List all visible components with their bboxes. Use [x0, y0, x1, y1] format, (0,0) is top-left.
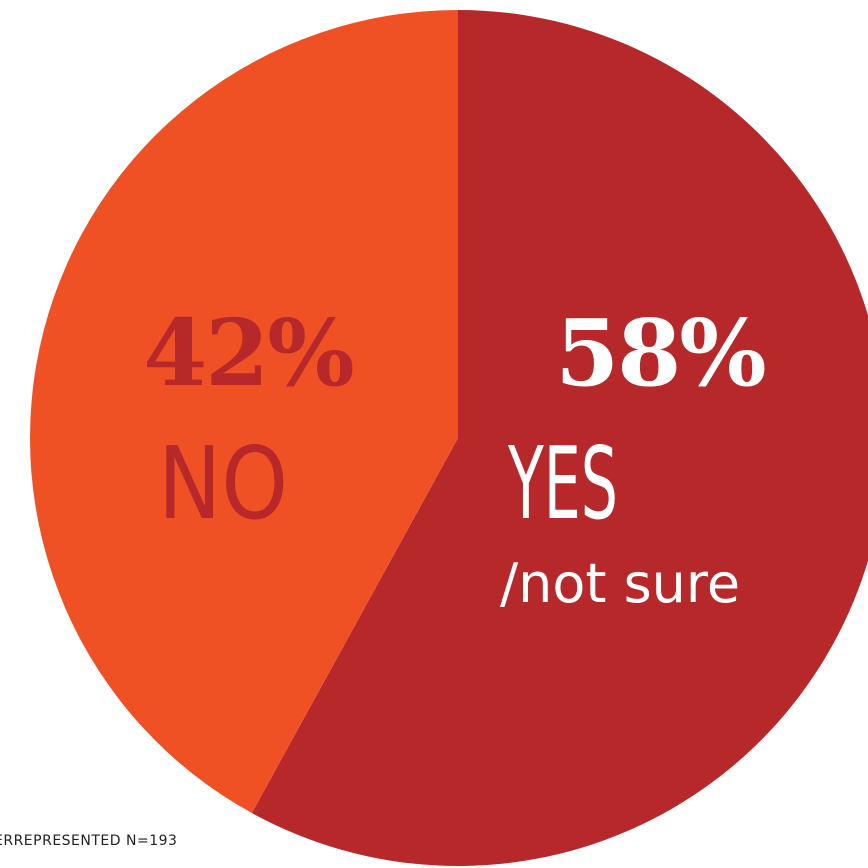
slice-yes-sublabel: /not sure [500, 552, 740, 615]
slice-yes-label: YES [507, 425, 618, 542]
slice-no-label: NO [158, 425, 288, 542]
slice-yes-percent-label: 58% [555, 299, 765, 407]
pie-slice-no [30, 10, 458, 814]
sample-size-footnote: ERREPRESENTED N=193 [0, 833, 178, 849]
pie-slice-yes [251, 10, 868, 866]
slice-no-percent-label: 42% [143, 299, 353, 407]
pie-slices [30, 10, 868, 866]
